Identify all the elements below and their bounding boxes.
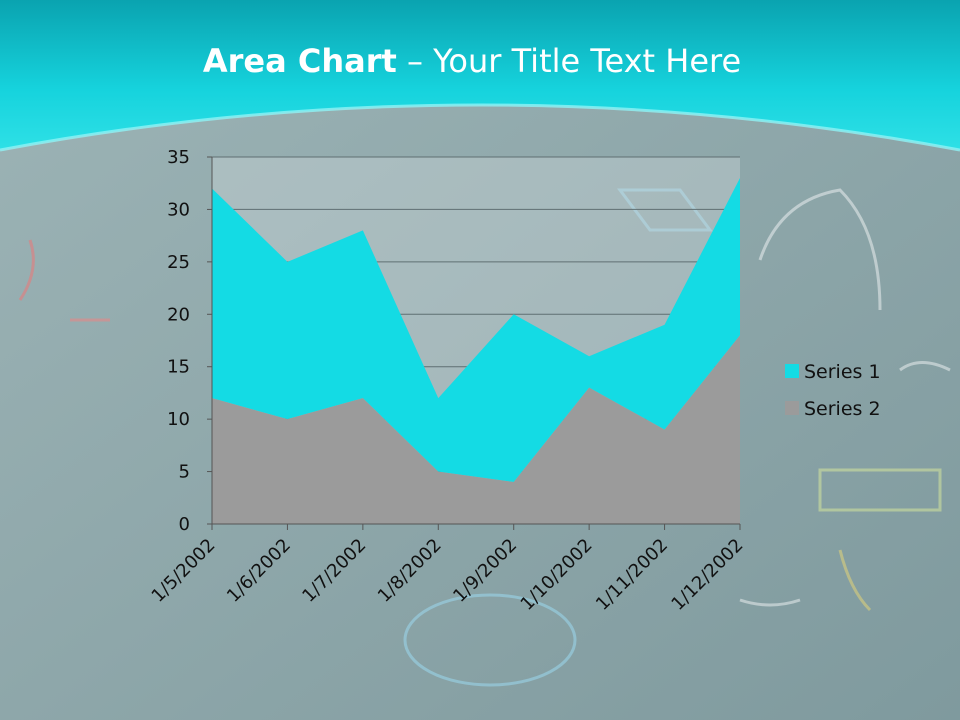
series-1-area [212,177,740,483]
y-tick-label: 10 [167,409,190,430]
x-tick-label: 1/8/2002 [374,535,446,607]
y-tick-label: 5 [179,462,190,483]
y-tick-label: 20 [167,304,190,325]
legend-label-series-2: Series 2 [804,398,881,420]
x-tick-label: 1/9/2002 [449,535,521,607]
series-2-area [212,335,740,524]
title-rest: Your Title Text Here [433,42,742,80]
title-separator: – [396,42,434,80]
y-tick-label: 15 [167,357,190,378]
legend-label-series-1: Series 1 [804,361,881,383]
chart-legend: Series 1 Series 2 [785,361,881,420]
legend-swatch-series-1 [785,364,799,378]
x-tick-label: 1/5/2002 [148,535,220,607]
x-tick-label: 1/11/2002 [592,535,672,615]
x-tick-label: 1/10/2002 [517,535,597,615]
y-tick-label: 0 [179,514,190,535]
y-tick-label: 30 [167,199,190,220]
y-tick-label: 35 [167,147,190,168]
y-tick-label: 25 [167,252,190,273]
title-bold: Area Chart [202,42,397,80]
legend-swatch-series-2 [785,401,799,415]
x-tick-label: 1/6/2002 [223,535,295,607]
x-tick-label: 1/12/2002 [667,535,747,615]
slide-title: Area Chart – Your Title Text Here [0,42,944,80]
x-tick-label: 1/7/2002 [298,535,370,607]
